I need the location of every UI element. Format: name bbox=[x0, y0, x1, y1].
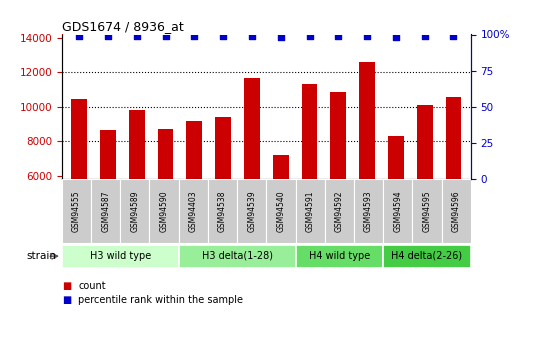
Text: GSM94555: GSM94555 bbox=[72, 190, 81, 232]
Point bbox=[334, 33, 343, 39]
Bar bbox=[442, 179, 471, 243]
Bar bbox=[354, 179, 383, 243]
Text: GSM94594: GSM94594 bbox=[393, 190, 402, 232]
Text: GSM94595: GSM94595 bbox=[422, 190, 431, 232]
Bar bbox=[91, 179, 121, 243]
Bar bbox=[383, 179, 412, 243]
Point bbox=[420, 33, 429, 39]
Text: percentile rank within the sample: percentile rank within the sample bbox=[78, 295, 243, 305]
Text: GSM94596: GSM94596 bbox=[451, 190, 461, 232]
Text: H3 delta(1-28): H3 delta(1-28) bbox=[202, 251, 273, 260]
Point bbox=[75, 33, 83, 39]
Point bbox=[219, 33, 228, 39]
Text: GSM94403: GSM94403 bbox=[189, 190, 198, 232]
Text: GDS1674 / 8936_at: GDS1674 / 8936_at bbox=[62, 20, 183, 33]
Point bbox=[392, 34, 400, 40]
Point bbox=[277, 34, 285, 40]
Text: count: count bbox=[78, 282, 105, 291]
Bar bbox=[244, 79, 260, 279]
Bar bbox=[62, 179, 91, 243]
Text: GSM94589: GSM94589 bbox=[130, 190, 139, 232]
Text: H3 wild type: H3 wild type bbox=[90, 251, 151, 260]
Text: GSM94540: GSM94540 bbox=[277, 190, 286, 232]
Text: GSM94590: GSM94590 bbox=[160, 190, 168, 232]
Text: GSM94592: GSM94592 bbox=[335, 190, 344, 232]
Bar bbox=[150, 179, 179, 243]
Point bbox=[363, 33, 371, 39]
Bar bbox=[215, 117, 231, 279]
Bar bbox=[208, 179, 237, 243]
Bar bbox=[325, 179, 354, 243]
Point bbox=[161, 33, 170, 39]
Bar bbox=[445, 97, 462, 279]
Bar bbox=[273, 155, 288, 279]
Text: ■: ■ bbox=[62, 295, 71, 305]
Bar bbox=[266, 179, 295, 243]
Bar bbox=[237, 179, 266, 243]
Text: GSM94587: GSM94587 bbox=[101, 190, 110, 232]
Bar bbox=[417, 105, 433, 279]
Bar bbox=[295, 245, 383, 268]
Bar bbox=[302, 83, 317, 279]
Text: strain: strain bbox=[26, 251, 56, 261]
Point bbox=[104, 33, 112, 39]
Point bbox=[132, 33, 141, 39]
Bar bbox=[295, 179, 325, 243]
Bar bbox=[71, 99, 87, 279]
Bar bbox=[412, 179, 442, 243]
Bar bbox=[186, 121, 202, 279]
Text: GSM94538: GSM94538 bbox=[218, 190, 227, 232]
Bar bbox=[388, 136, 404, 279]
Point bbox=[247, 33, 256, 39]
Text: GSM94539: GSM94539 bbox=[247, 190, 256, 232]
Bar bbox=[179, 179, 208, 243]
Text: GSM94593: GSM94593 bbox=[364, 190, 373, 232]
Point bbox=[449, 33, 458, 39]
Bar bbox=[179, 245, 295, 268]
Text: H4 wild type: H4 wild type bbox=[309, 251, 370, 260]
Bar bbox=[330, 92, 346, 279]
Point bbox=[305, 33, 314, 39]
Bar bbox=[359, 62, 375, 279]
Bar bbox=[158, 128, 173, 279]
Bar bbox=[129, 110, 145, 279]
Bar bbox=[62, 245, 179, 268]
Text: H4 delta(2-26): H4 delta(2-26) bbox=[391, 251, 463, 260]
Bar bbox=[100, 130, 116, 279]
Bar bbox=[383, 245, 471, 268]
Text: ■: ■ bbox=[62, 282, 71, 291]
Text: GSM94591: GSM94591 bbox=[306, 190, 315, 232]
Point bbox=[190, 33, 199, 39]
Bar bbox=[121, 179, 150, 243]
